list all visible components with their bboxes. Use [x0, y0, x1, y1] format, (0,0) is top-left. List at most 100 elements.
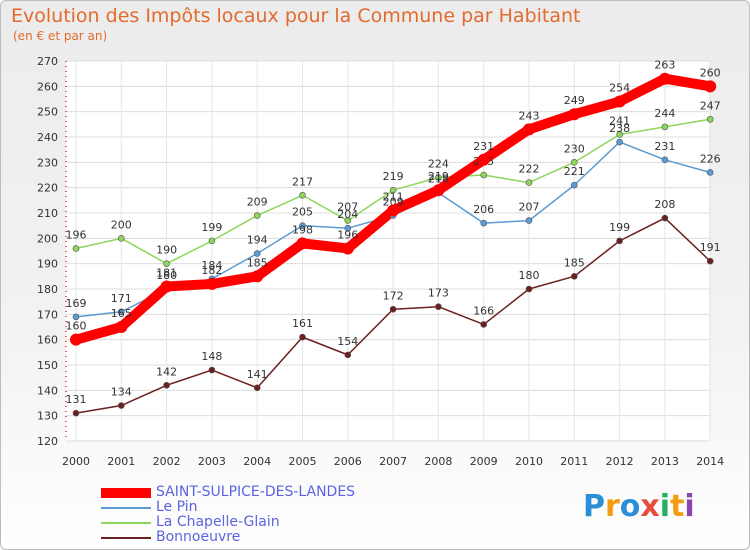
- data-point: [616, 138, 623, 146]
- data-point: [570, 181, 578, 189]
- data-label: 190: [156, 244, 177, 257]
- data-point: [661, 214, 669, 222]
- data-point: [661, 123, 669, 131]
- y-tick-label: 170: [37, 308, 58, 321]
- data-point: [72, 313, 80, 321]
- data-label: 160: [66, 320, 87, 333]
- data-label: 171: [111, 292, 132, 305]
- logo-letter: t: [670, 489, 685, 524]
- y-tick-label: 160: [37, 334, 58, 347]
- data-label: 247: [700, 99, 721, 112]
- data-label: 182: [201, 264, 222, 277]
- x-tick-label: 2004: [243, 455, 271, 468]
- data-point: [253, 212, 261, 219]
- logo-letter: i: [684, 489, 695, 524]
- data-label: 200: [111, 218, 132, 231]
- data-label: 211: [383, 190, 404, 203]
- data-point: [341, 242, 354, 255]
- chart-subtitle: (en € et par an): [13, 29, 108, 43]
- y-tick-label: 250: [37, 106, 58, 119]
- x-tick-label: 2000: [62, 455, 90, 468]
- data-point: [525, 217, 533, 224]
- data-point: [115, 321, 128, 333]
- data-point: [251, 270, 264, 283]
- legend-swatch-bonnoeuvre: [101, 536, 151, 539]
- y-tick-label: 120: [37, 435, 58, 448]
- data-point: [477, 153, 490, 166]
- x-tick-label: 2010: [515, 455, 543, 468]
- data-label: 219: [383, 170, 404, 183]
- data-point: [163, 260, 170, 267]
- data-point: [432, 184, 445, 197]
- data-point: [616, 237, 623, 245]
- data-point: [480, 219, 488, 227]
- data-label: 154: [337, 335, 358, 348]
- data-label: 205: [292, 206, 313, 219]
- data-label: 204: [337, 208, 358, 221]
- data-point: [616, 131, 623, 138]
- data-point: [570, 273, 578, 280]
- data-label: 241: [609, 114, 630, 127]
- data-point: [299, 333, 306, 341]
- data-point: [570, 159, 578, 166]
- data-point: [160, 280, 173, 293]
- data-label: 231: [654, 140, 675, 153]
- data-label: 207: [337, 201, 358, 214]
- data-label: 198: [292, 223, 313, 236]
- logo-letter: i: [659, 489, 671, 524]
- data-point: [70, 333, 82, 346]
- data-label: 194: [247, 234, 268, 247]
- x-tick-label: 2009: [470, 455, 498, 468]
- data-label: 165: [111, 307, 132, 320]
- data-label: 172: [383, 289, 404, 302]
- data-label: 131: [66, 393, 87, 406]
- data-label: 180: [156, 269, 177, 282]
- data-point: [613, 95, 626, 108]
- data-label: 185: [564, 256, 585, 269]
- data-point: [706, 169, 714, 176]
- x-tick-label: 2008: [424, 455, 452, 468]
- data-point: [387, 204, 400, 217]
- data-label: 209: [383, 196, 404, 209]
- data-label: 231: [473, 140, 494, 153]
- data-label: 199: [201, 221, 222, 234]
- data-label: 166: [473, 304, 494, 317]
- data-point: [480, 171, 488, 179]
- y-tick-label: 200: [37, 232, 58, 245]
- x-tick-label: 2006: [334, 455, 362, 468]
- data-label: 260: [700, 66, 721, 79]
- data-label: 161: [292, 317, 313, 330]
- data-label: 208: [654, 198, 675, 211]
- data-label: 185: [247, 256, 268, 269]
- data-point: [389, 186, 397, 194]
- data-point: [118, 402, 125, 409]
- data-point: [344, 217, 352, 224]
- y-tick-label: 220: [37, 182, 58, 195]
- data-point: [435, 303, 442, 311]
- data-label: 217: [292, 175, 313, 188]
- data-label: 169: [66, 297, 87, 310]
- data-label: 263: [654, 59, 675, 72]
- data-label: 218: [428, 173, 449, 186]
- y-tick-label: 140: [37, 384, 58, 397]
- legend-label: Le Pin: [156, 499, 198, 515]
- data-point: [523, 123, 535, 136]
- data-point: [208, 237, 216, 245]
- data-point: [706, 115, 714, 123]
- legend-swatch-le-pin: [101, 506, 151, 509]
- data-point: [658, 72, 671, 85]
- data-label: 199: [609, 221, 630, 234]
- data-point: [525, 285, 533, 293]
- y-tick-label: 190: [37, 258, 58, 271]
- x-tick-label: 2002: [153, 455, 181, 468]
- data-label: 142: [156, 365, 177, 378]
- data-label: 224: [428, 158, 449, 171]
- chart-title: Evolution des Impôts locaux pour la Comm…: [11, 5, 581, 27]
- legend-label: La Chapelle-Glain: [156, 514, 280, 530]
- legend-swatch-saint-sulpice: [101, 487, 151, 498]
- data-label: 181: [156, 266, 177, 279]
- data-point: [296, 237, 309, 250]
- plot-area: [66, 61, 709, 441]
- legend-label: SAINT-SULPICE-DES-LANDES: [156, 484, 356, 500]
- data-label: 206: [473, 203, 494, 216]
